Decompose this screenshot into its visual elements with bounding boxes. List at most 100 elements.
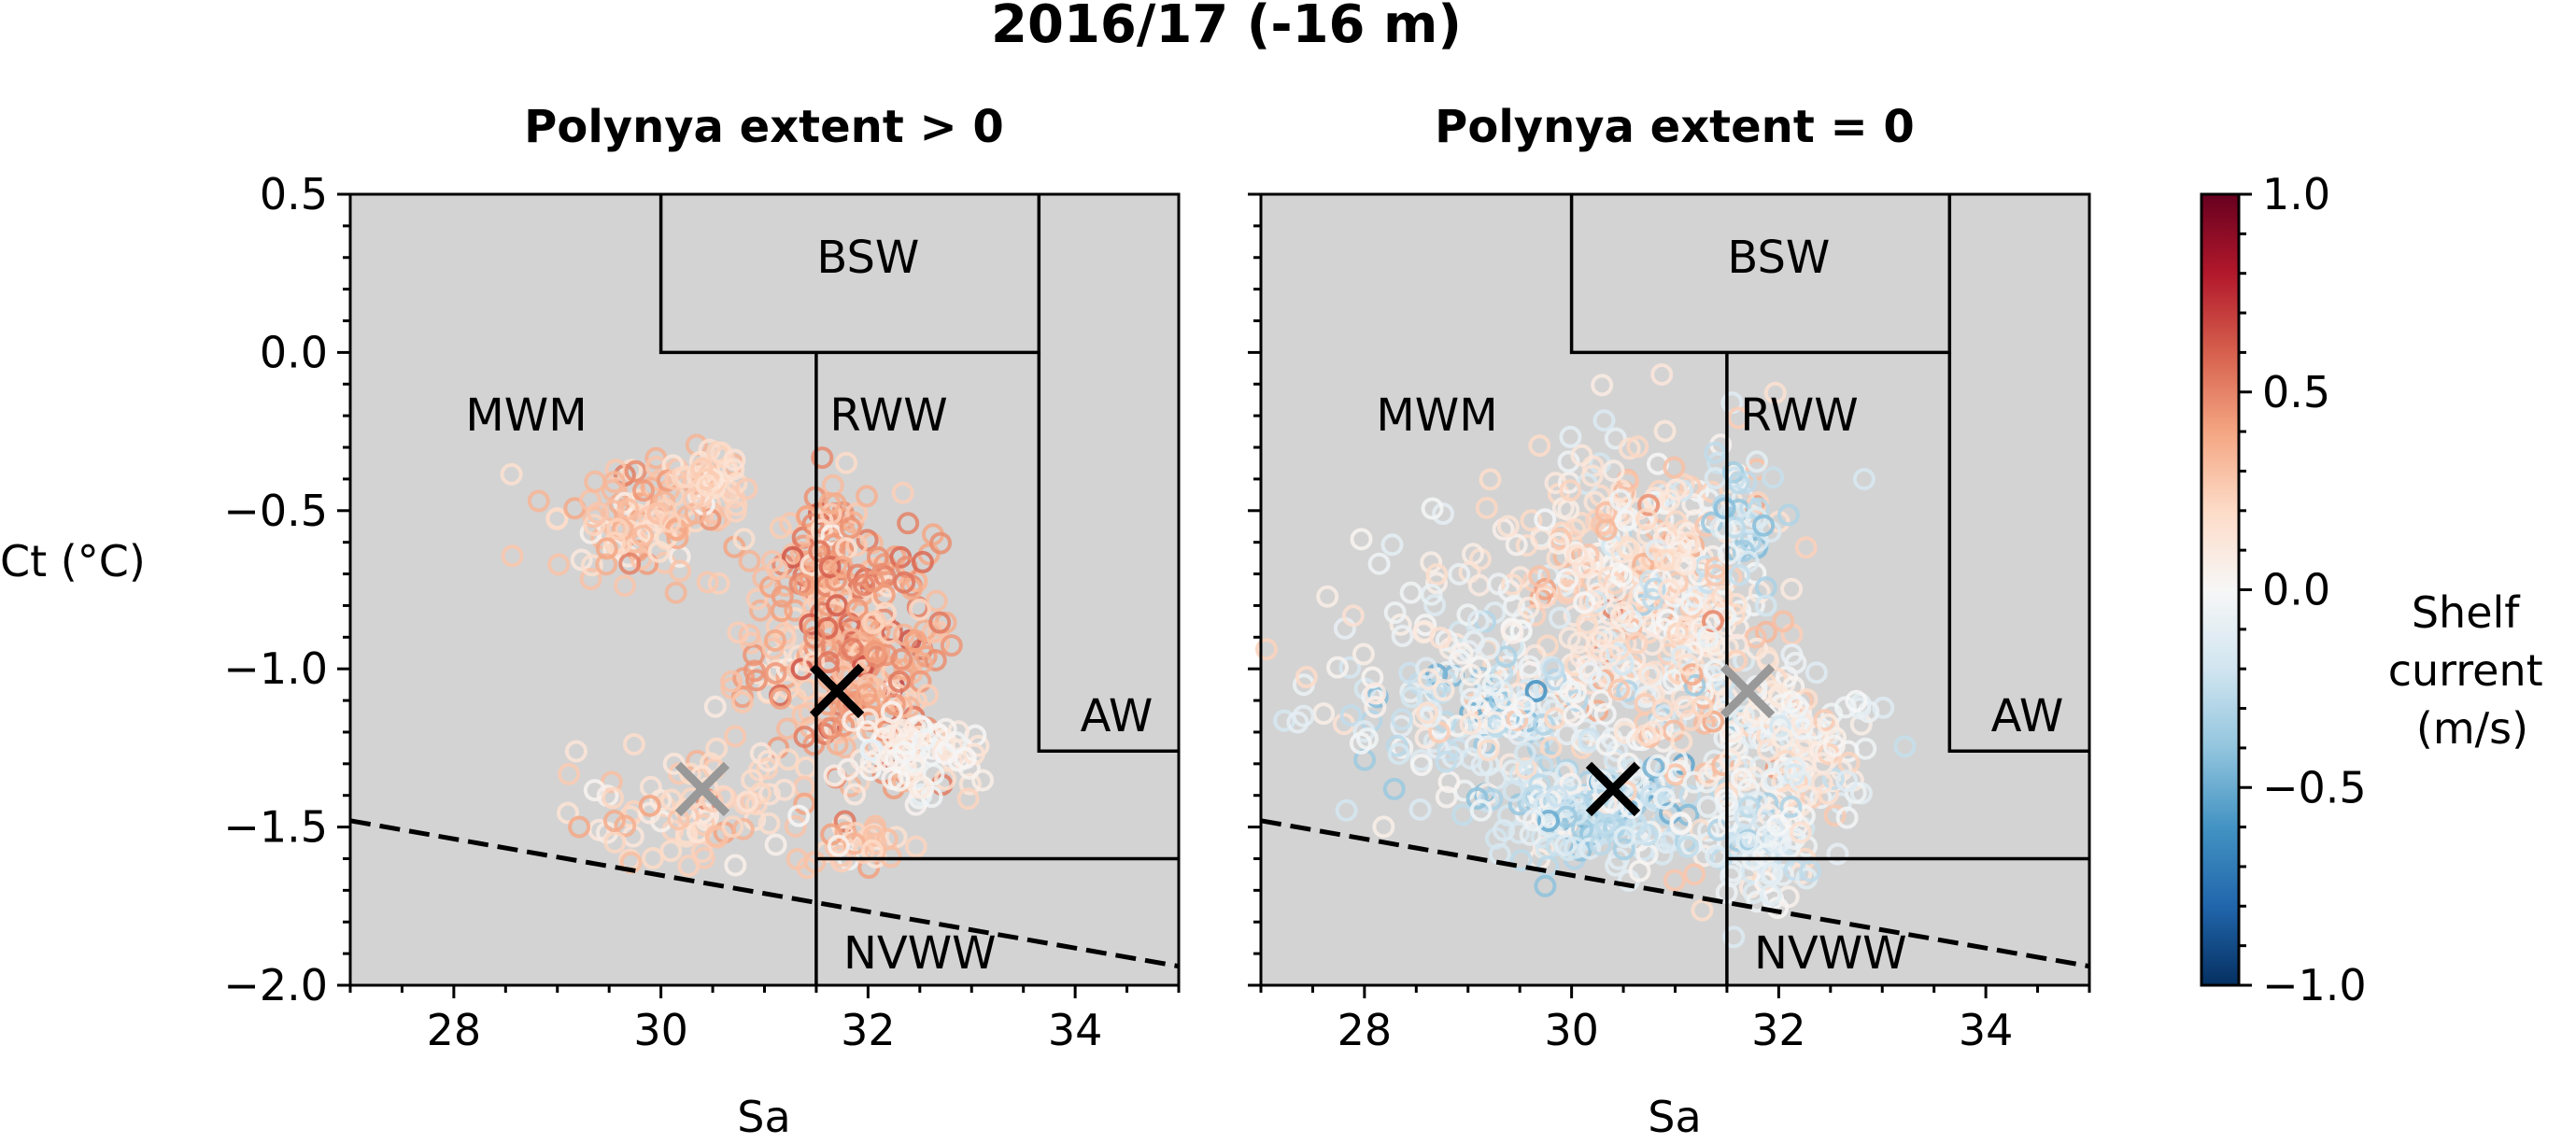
scatter-point (1514, 756, 1537, 780)
panel-polynya-closed: Polynya extent = 0 BSW MWM RWW AW NVWW 28 30 3… (1248, 101, 2091, 1142)
scatter-point (934, 768, 956, 791)
scatter-point (818, 556, 842, 578)
scatter-point (1653, 419, 1677, 443)
scatter-point (1635, 507, 1658, 530)
scatter-point (614, 814, 637, 838)
scatter-point (1772, 610, 1795, 633)
scatter-point (916, 684, 940, 707)
scatter-point (763, 628, 786, 652)
scatter-point (1459, 663, 1482, 686)
scatter-point (1641, 633, 1664, 657)
scatter-point (1635, 685, 1657, 709)
scatter-point (861, 612, 885, 635)
scatter-point (558, 762, 581, 785)
scatter-point (776, 717, 799, 741)
scatter-point (1646, 754, 1669, 777)
scatter-point (1559, 479, 1582, 502)
scatter-point (1528, 565, 1551, 588)
scatter-point (579, 568, 602, 590)
scatter-point (1668, 759, 1691, 783)
scatter-point (664, 581, 687, 604)
scatter-point (1517, 596, 1540, 619)
scatter-point (580, 554, 603, 577)
scatter-point (819, 502, 842, 526)
scatter-point (602, 786, 625, 810)
scatter-point (1513, 741, 1536, 765)
scatter-point (1555, 723, 1578, 746)
scatter-point (1286, 711, 1309, 734)
scatter-point (1613, 826, 1636, 849)
scatter-point (1852, 468, 1875, 490)
scatter-point (638, 794, 661, 817)
scatter-point (1722, 925, 1746, 949)
scatter-point (595, 537, 618, 560)
scatter-point (1573, 591, 1596, 614)
scatter-point (1399, 581, 1422, 604)
mean-marker (809, 663, 865, 719)
scatter-point (1746, 450, 1768, 473)
scatter-point (1460, 687, 1483, 711)
scatter-point (1532, 713, 1555, 736)
scatter-point (1544, 668, 1567, 691)
water-mass-labels: BSW MWM RWW AW NVWW (465, 232, 1153, 980)
scatter-point (705, 737, 729, 760)
scatter-point (1578, 837, 1602, 860)
scatter-point (1612, 838, 1635, 861)
scatter-point (1570, 444, 1593, 467)
scatter-point (632, 479, 655, 502)
scatter-point (1675, 616, 1698, 639)
scatter-point (892, 623, 915, 646)
scatter-point (781, 545, 804, 569)
scatter-point (808, 540, 831, 563)
scatter-point (1598, 643, 1621, 667)
scatter-point (603, 831, 627, 854)
scatter-point (1554, 834, 1578, 856)
scatter-point (1718, 502, 1741, 526)
scatter-point (971, 769, 994, 792)
scatter-point (720, 670, 743, 693)
scatter-point (1478, 637, 1501, 660)
scatter-point (885, 826, 908, 849)
scatter-point (793, 726, 816, 748)
scatter-point (1578, 661, 1602, 685)
scatter-point (1835, 770, 1859, 793)
x-tick-label: 30 (1544, 1005, 1599, 1055)
figure-title: 2016/17 (-16 m) (991, 0, 1462, 55)
scatter-point (568, 815, 591, 839)
scatter-point (1414, 727, 1437, 750)
scatter-point (1768, 685, 1791, 709)
scatter-point (1335, 798, 1358, 822)
scatter-point (1372, 815, 1395, 839)
scatter-point (1459, 713, 1482, 736)
scatter-point (890, 648, 913, 671)
scatter-point (1704, 441, 1727, 464)
scatter-point (730, 690, 754, 713)
scatter-point (749, 599, 772, 622)
scatter-point (695, 473, 718, 497)
scatter-point (911, 550, 934, 573)
scatter-point (624, 459, 647, 483)
scatter-point (1713, 497, 1736, 520)
scatter-point (1719, 748, 1742, 771)
x-tick-label: 28 (1338, 1005, 1393, 1055)
scatter-point (1657, 578, 1680, 601)
scatter-point (859, 751, 883, 774)
scatter-point (1727, 406, 1750, 430)
scatter-point (1496, 515, 1520, 538)
scatter-point (1762, 818, 1785, 841)
scatter-point (1780, 577, 1804, 600)
scatter-point (1644, 788, 1667, 812)
scatter-point (1557, 450, 1580, 473)
scatter-point (631, 524, 655, 547)
scatter-point (1664, 510, 1688, 533)
scatter-point (934, 742, 957, 766)
scatter-point (829, 583, 853, 606)
scatter-point (1400, 685, 1423, 709)
scatter-point (500, 462, 523, 486)
scatter-point (1663, 763, 1687, 786)
colorbar-label: Shelf current (m/s) (2388, 587, 2557, 754)
scatter-point (1507, 821, 1531, 844)
scatter-point (1419, 705, 1442, 728)
scatter-point (1754, 594, 1777, 617)
scatter-point (1292, 704, 1315, 727)
